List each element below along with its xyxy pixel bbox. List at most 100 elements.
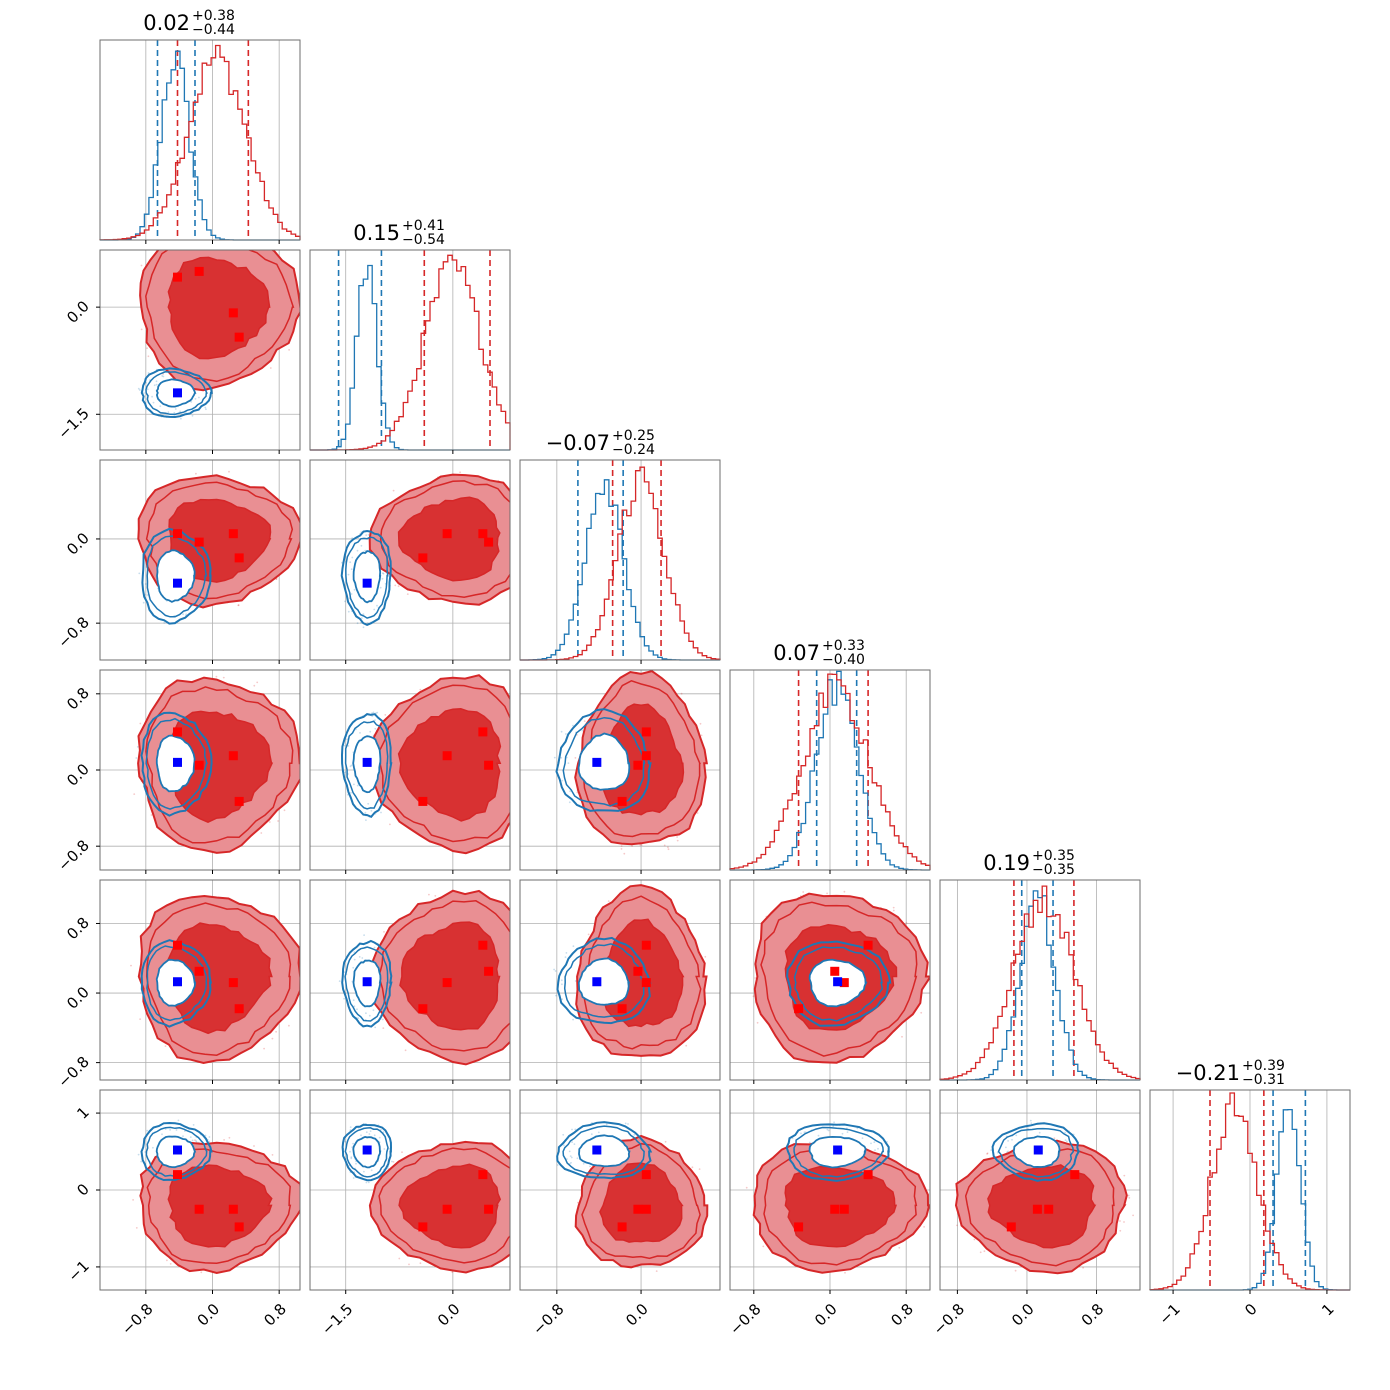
blue-sample-point xyxy=(581,729,584,732)
blue-sample-point xyxy=(382,1131,385,1133)
blue-sample-point xyxy=(151,395,154,398)
blue-sample-point xyxy=(560,730,563,733)
blue-sample-point xyxy=(191,1139,194,1142)
blue-sample-point xyxy=(192,1124,195,1126)
red-sample-point xyxy=(397,585,400,588)
blue-contour-inner xyxy=(577,732,631,791)
blue-mode-marker xyxy=(592,757,602,767)
panel-0-4 xyxy=(100,880,300,1080)
red-sample-point xyxy=(704,955,707,958)
red-sample-point xyxy=(237,604,240,606)
blue-sample-point xyxy=(374,727,377,730)
blue-sample-point xyxy=(208,1136,211,1138)
blue-sample-point xyxy=(990,1149,993,1151)
blue-sample-point xyxy=(350,764,353,767)
red-sample-point xyxy=(195,472,197,475)
red-mode-marker xyxy=(173,940,182,950)
red-sample-point xyxy=(696,812,699,814)
red-contour-middle xyxy=(145,250,295,383)
red-mode-marker xyxy=(794,1222,804,1232)
blue-contour-middle xyxy=(146,535,208,618)
blue-sample-point xyxy=(346,738,349,741)
red-mode-marker xyxy=(1006,1222,1016,1232)
red-sample-point xyxy=(639,844,642,846)
blue-sample-point xyxy=(817,1134,820,1137)
blue-histogram xyxy=(100,50,300,241)
blue-sample-point xyxy=(376,604,378,607)
red-mode-marker xyxy=(478,529,488,539)
red-histogram xyxy=(1149,1092,1350,1291)
red-sample-point xyxy=(524,526,526,528)
red-mode-marker xyxy=(418,1004,428,1014)
blue-mode-marker xyxy=(592,977,602,987)
blue-sample-point xyxy=(373,946,376,949)
red-mode-marker xyxy=(1032,1204,1042,1214)
red-sample-point xyxy=(428,893,430,896)
blue-sample-point xyxy=(367,802,370,805)
blue-sample-point xyxy=(374,719,376,721)
red-sample-point xyxy=(826,892,828,895)
blue-sample-point xyxy=(846,1131,849,1133)
blue-sample-point xyxy=(135,757,138,759)
y-tick-label: −1.5 xyxy=(54,404,92,442)
red-sample-point xyxy=(973,1238,976,1241)
blue-sample-point xyxy=(344,1140,347,1143)
blue-sample-point xyxy=(381,572,384,574)
blue-sample-point xyxy=(143,392,145,394)
blue-contour-middle xyxy=(345,536,389,619)
panel-frame xyxy=(939,1089,1141,1291)
blue-sample-point xyxy=(1005,1146,1007,1149)
red-sample-point xyxy=(451,1271,454,1273)
panel-1-1 xyxy=(337,250,491,450)
panel-4-5 xyxy=(940,1090,1140,1290)
blue-sample-point xyxy=(833,1121,835,1124)
blue-sample-point xyxy=(343,971,346,973)
x-tick-label: −1.5 xyxy=(318,1300,356,1338)
blue-sample-point xyxy=(175,1129,178,1131)
red-sample-point xyxy=(139,722,142,725)
blue-sample-point xyxy=(198,396,200,399)
red-mode-marker xyxy=(641,727,651,737)
blue-sample-point xyxy=(349,561,352,564)
red-sample-point xyxy=(620,848,623,850)
red-sample-point xyxy=(517,1239,519,1241)
red-sample-point xyxy=(392,489,395,492)
red-mode-marker xyxy=(228,978,238,988)
blue-contour-outer xyxy=(140,367,213,419)
blue-histogram xyxy=(940,890,1140,1081)
red-sample-point xyxy=(745,1186,748,1189)
blue-sample-point xyxy=(362,626,365,629)
title-upper-error: +0.35 xyxy=(1032,848,1075,864)
red-mode-marker xyxy=(830,1204,840,1214)
red-sample-point xyxy=(844,1271,846,1274)
red-sample-point xyxy=(514,1217,516,1219)
blue-sample-point xyxy=(574,1128,577,1131)
red-sample-point xyxy=(228,1136,231,1139)
blue-contour-inner xyxy=(156,549,196,603)
red-sample-point xyxy=(802,891,805,893)
blue-sample-point xyxy=(382,572,385,575)
x-tick-label: 0.0 xyxy=(1008,1300,1038,1330)
red-sample-point xyxy=(194,242,196,244)
blue-sample-point xyxy=(161,375,164,377)
blue-contour-outer xyxy=(341,939,393,1028)
red-sample-point xyxy=(382,1027,385,1029)
blue-sample-point xyxy=(365,1181,368,1184)
red-sample-point xyxy=(256,681,259,684)
red-sample-point xyxy=(920,1011,923,1014)
blue-sample-point xyxy=(560,979,563,982)
blue-sample-point xyxy=(574,980,577,982)
red-mode-marker xyxy=(228,308,238,318)
blue-sample-point xyxy=(362,613,365,616)
blue-sample-point xyxy=(572,1018,574,1021)
panel-title: 0.07 xyxy=(773,641,820,665)
blue-sample-point xyxy=(140,1160,143,1163)
blue-sample-point xyxy=(590,1133,593,1136)
panel-3-3 xyxy=(753,670,907,870)
red-sample-point xyxy=(923,1226,925,1228)
panel-title: −0.07 xyxy=(546,431,610,455)
red-sample-point xyxy=(583,720,586,722)
y-tick-label: −0.8 xyxy=(54,613,92,651)
red-sample-point xyxy=(574,757,577,759)
